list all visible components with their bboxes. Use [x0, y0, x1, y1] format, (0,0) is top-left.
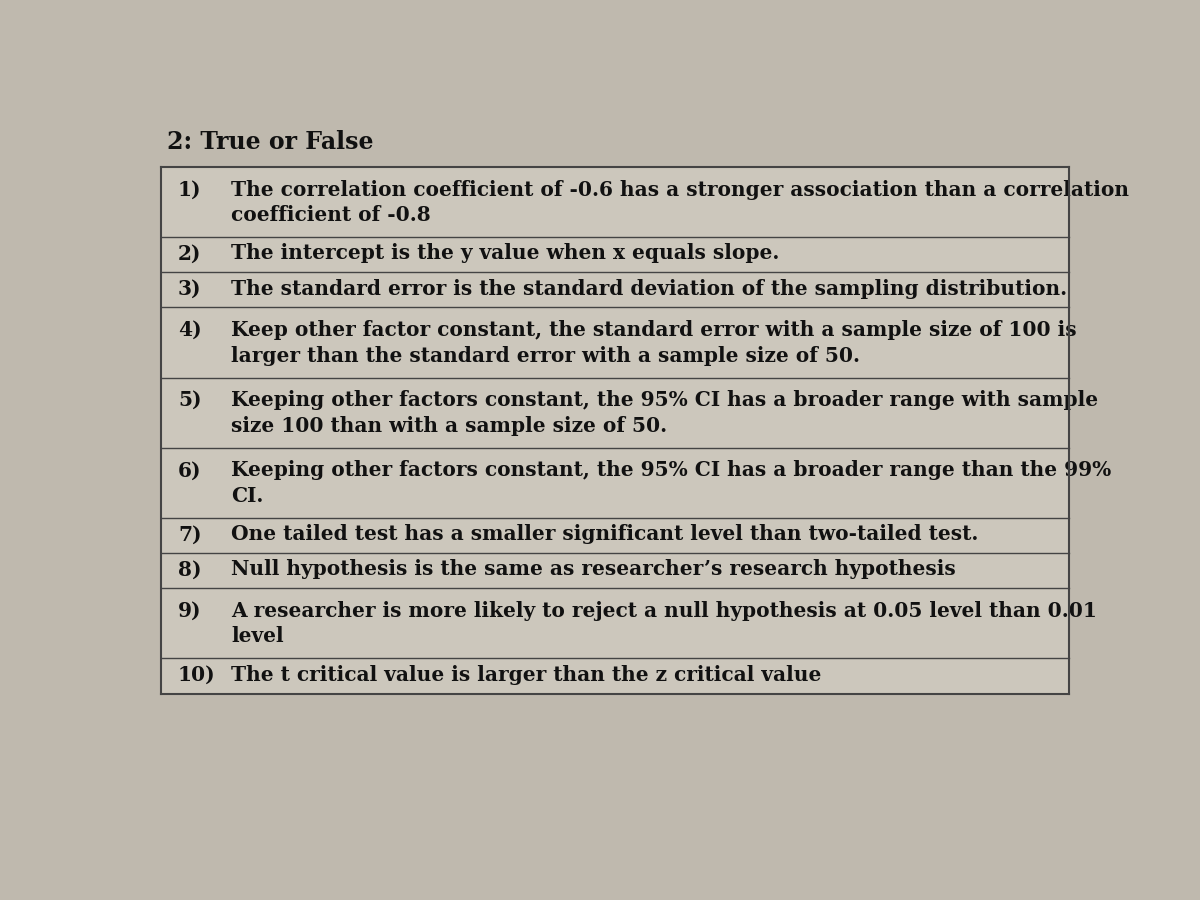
Text: The t critical value is larger than the z critical value: The t critical value is larger than the … [230, 665, 821, 685]
Text: The correlation coefficient of -0.6 has a stronger association than a correlatio: The correlation coefficient of -0.6 has … [230, 179, 1129, 225]
Text: 6): 6) [178, 461, 202, 481]
Text: Keep other factor constant, the standard error with a sample size of 100 is
larg: Keep other factor constant, the standard… [230, 320, 1076, 365]
Bar [161, 166, 1069, 694]
Text: 4): 4) [178, 320, 202, 340]
Text: 10): 10) [178, 665, 216, 685]
Text: 2): 2) [178, 243, 202, 264]
Text: A researcher is more likely to reject a null hypothesis at 0.05 level than 0.01
: A researcher is more likely to reject a … [230, 601, 1097, 646]
Text: 5): 5) [178, 391, 202, 410]
Text: 1): 1) [178, 179, 202, 200]
Text: 8): 8) [178, 560, 202, 580]
Text: Keeping other factors constant, the 95% CI has a broader range than the 99%
CI.: Keeping other factors constant, the 95% … [230, 461, 1111, 506]
Text: The intercept is the y value when x equals slope.: The intercept is the y value when x equa… [230, 243, 779, 264]
Text: 9): 9) [178, 601, 202, 621]
Text: 7): 7) [178, 525, 202, 544]
Text: Keeping other factors constant, the 95% CI has a broader range with sample
size : Keeping other factors constant, the 95% … [230, 391, 1098, 436]
Text: 2: True or False: 2: True or False [167, 130, 373, 154]
Text: The standard error is the standard deviation of the sampling distribution.: The standard error is the standard devia… [230, 279, 1067, 299]
Text: One tailed test has a smaller significant level than two-tailed test.: One tailed test has a smaller significan… [230, 525, 978, 544]
Text: 3): 3) [178, 279, 202, 299]
Text: Null hypothesis is the same as researcher’s research hypothesis: Null hypothesis is the same as researche… [230, 560, 955, 580]
